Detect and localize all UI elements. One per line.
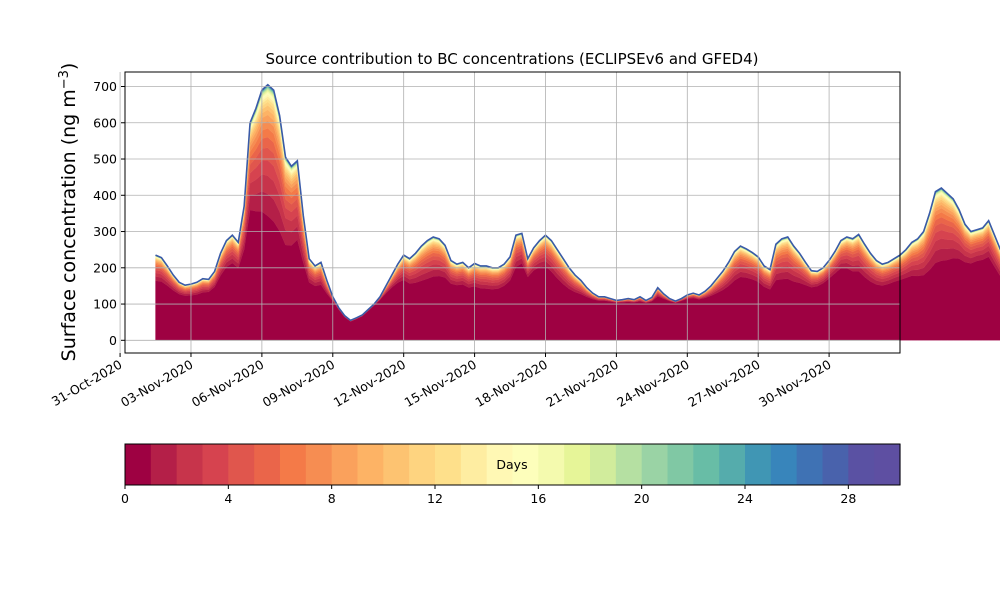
colorbar-segment-14 (486, 444, 514, 485)
y-axis-ticks: 0 100 200 300 400 500 600 700 (93, 79, 125, 348)
stacked-area-layers (155, 83, 1000, 341)
colorbar-segment-0 (125, 444, 152, 485)
colorbar-segment-6 (280, 444, 307, 485)
colorbar-segment-5 (254, 444, 281, 485)
colorbar-segment-21 (667, 444, 694, 485)
colorbar-segment-4 (228, 444, 255, 485)
grid-lines (119, 72, 900, 353)
colorbar-segment-19 (615, 444, 643, 485)
x-tick-label-5: 15-Nov-2020 (402, 357, 480, 410)
colorbar-frame (124, 443, 901, 486)
colorbar-segment-24 (745, 444, 772, 485)
y-tick-label-4: 400 (93, 188, 117, 203)
y-tick-label-0: 0 (109, 333, 117, 348)
x-tick-label-10: 30-Nov-2020 (756, 357, 834, 410)
x-tick-label-7: 21-Nov-2020 (543, 357, 621, 410)
colorbar (124, 443, 901, 486)
colorbar-segment-22 (693, 444, 720, 485)
x-tick-label-4: 12-Nov-2020 (331, 357, 409, 410)
colorbar-segment-7 (305, 444, 333, 485)
colorbar-ticks: 0 4 8 12 16 20 24 28 (121, 485, 856, 506)
y-tick-label-5: 500 (93, 152, 117, 167)
colorbar-tick-label-7: 28 (840, 491, 856, 506)
x-tick-label-1: 03-Nov-2020 (118, 357, 196, 410)
chart-title: Source contribution to BC concentrations… (265, 50, 758, 68)
colorbar-segment-29 (874, 444, 901, 485)
colorbar-segment-23 (719, 444, 746, 485)
x-axis-ticks: 31-Oct-202003-Nov-202006-Nov-202009-Nov-… (49, 353, 834, 410)
x-tick-label-2: 06-Nov-2020 (189, 357, 267, 410)
colorbar-segment-1 (150, 444, 178, 485)
axes-frame (124, 71, 901, 354)
colorbar-tick-label-4: 16 (530, 491, 546, 506)
colorbar-segment-26 (796, 444, 824, 485)
x-tick-label-9: 27-Nov-2020 (685, 357, 763, 410)
colorbar-segment-28 (848, 444, 875, 485)
x-tick-label-0: 31-Oct-2020 (49, 357, 125, 409)
colorbar-segment-27 (822, 444, 849, 485)
y-tick-label-2: 200 (93, 260, 117, 275)
colorbar-tick-label-3: 12 (427, 491, 443, 506)
colorbar-tick-label-1: 4 (224, 491, 232, 506)
y-tick-label-6: 600 (93, 115, 117, 130)
colorbar-tick-label-5: 20 (634, 491, 650, 506)
colorbar-tick-label-6: 24 (737, 491, 753, 506)
colorbar-segment-12 (435, 444, 462, 485)
y-tick-label-7: 700 (93, 79, 117, 94)
colorbar-segment-2 (176, 444, 204, 485)
colorbar-segment-25 (770, 444, 798, 485)
x-tick-label-8: 24-Nov-2020 (614, 357, 692, 410)
total-series-line (155, 83, 1000, 322)
colorbar-segment-17 (564, 444, 591, 485)
x-tick-label-6: 18-Nov-2020 (473, 357, 551, 410)
colorbar-segment-20 (641, 444, 669, 485)
colorbar-segment-8 (331, 444, 359, 485)
colorbar-segment-18 (590, 444, 617, 485)
colorbar-segment-15 (512, 444, 539, 485)
colorbar-segment-9 (357, 444, 384, 485)
y-tick-label-1: 100 (93, 297, 117, 312)
colorbar-tick-label-2: 8 (328, 491, 336, 506)
colorbar-segment-13 (460, 444, 488, 485)
y-tick-label-3: 300 (93, 224, 117, 239)
y-axis-label: Surface concentration (ng m−3) (57, 63, 80, 362)
colorbar-label: Days (496, 457, 527, 472)
colorbar-segment-10 (383, 444, 410, 485)
colorbar-tick-label-0: 0 (121, 491, 129, 506)
colorbar-segment-11 (409, 444, 436, 485)
axes (124, 71, 901, 354)
x-tick-label-3: 09-Nov-2020 (260, 357, 338, 410)
colorbar-segment-16 (538, 444, 565, 485)
colorbar-segment-3 (202, 444, 229, 485)
